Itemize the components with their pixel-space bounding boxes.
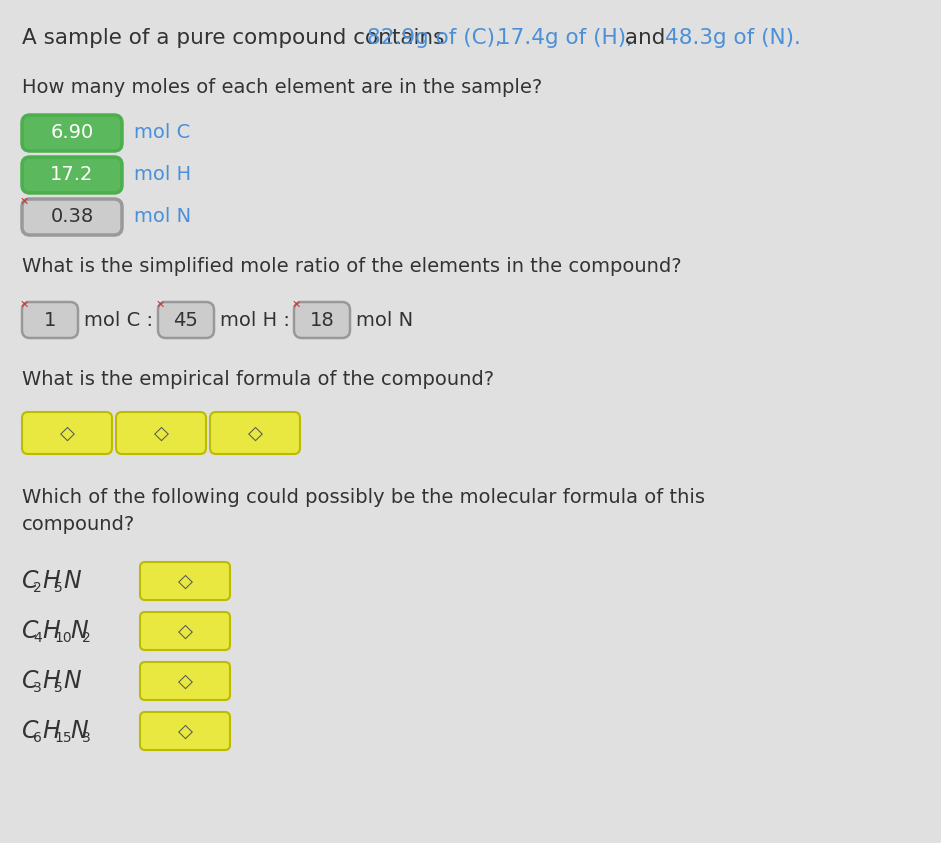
Text: 3: 3 (33, 681, 41, 695)
Text: ◇: ◇ (153, 423, 168, 443)
Text: ✕: ✕ (20, 197, 29, 207)
Text: 6.90: 6.90 (51, 124, 93, 142)
Text: mol C :: mol C : (84, 310, 159, 330)
Text: 48.3g of (N).: 48.3g of (N). (664, 28, 801, 48)
FancyBboxPatch shape (116, 412, 206, 454)
Text: C: C (22, 719, 39, 743)
FancyBboxPatch shape (22, 302, 78, 338)
Text: ◇: ◇ (247, 423, 263, 443)
Text: 5: 5 (54, 681, 63, 695)
FancyBboxPatch shape (210, 412, 300, 454)
FancyBboxPatch shape (140, 712, 230, 750)
Text: ◇: ◇ (178, 621, 193, 641)
Text: ✕: ✕ (20, 300, 29, 310)
Text: H: H (42, 619, 59, 643)
Text: mol N: mol N (356, 310, 413, 330)
FancyBboxPatch shape (140, 662, 230, 700)
Text: 17.4g of (H),: 17.4g of (H), (497, 28, 633, 48)
FancyBboxPatch shape (158, 302, 214, 338)
Text: H: H (42, 669, 59, 693)
Text: C: C (22, 569, 39, 593)
Text: What is the empirical formula of the compound?: What is the empirical formula of the com… (22, 370, 494, 389)
Text: and: and (618, 28, 673, 48)
FancyBboxPatch shape (22, 199, 122, 235)
Text: 15: 15 (54, 731, 72, 745)
Text: A sample of a pure compound contains: A sample of a pure compound contains (22, 28, 452, 48)
Text: ◇: ◇ (178, 672, 193, 690)
Text: N: N (70, 619, 88, 643)
Text: 82.9g of (C),: 82.9g of (C), (367, 28, 502, 48)
FancyBboxPatch shape (22, 157, 122, 193)
Text: mol H :: mol H : (220, 310, 296, 330)
Text: N: N (63, 669, 81, 693)
Text: C: C (22, 619, 39, 643)
Text: ◇: ◇ (178, 572, 193, 590)
FancyBboxPatch shape (140, 562, 230, 600)
Text: What is the simplified mole ratio of the elements in the compound?: What is the simplified mole ratio of the… (22, 257, 681, 276)
Text: 4: 4 (33, 631, 41, 645)
FancyBboxPatch shape (140, 612, 230, 650)
Text: 0.38: 0.38 (51, 207, 93, 227)
Text: 45: 45 (173, 310, 199, 330)
Text: 18: 18 (310, 310, 334, 330)
Text: Which of the following could possibly be the molecular formula of this: Which of the following could possibly be… (22, 488, 705, 507)
Text: N: N (70, 719, 88, 743)
Text: 5: 5 (54, 581, 63, 595)
Text: compound?: compound? (22, 515, 136, 534)
Text: 2: 2 (33, 581, 41, 595)
FancyBboxPatch shape (22, 115, 122, 151)
FancyBboxPatch shape (22, 412, 112, 454)
Text: mol N: mol N (134, 207, 191, 227)
Text: 3: 3 (82, 731, 90, 745)
Text: 2: 2 (82, 631, 90, 645)
Text: H: H (42, 569, 59, 593)
Text: H: H (42, 719, 59, 743)
Text: 10: 10 (54, 631, 72, 645)
Text: 17.2: 17.2 (50, 165, 94, 185)
Text: 1: 1 (44, 310, 56, 330)
Text: C: C (22, 669, 39, 693)
Text: mol C: mol C (134, 124, 190, 142)
Text: mol H: mol H (134, 165, 191, 185)
Text: 6: 6 (33, 731, 42, 745)
Text: ◇: ◇ (178, 722, 193, 740)
FancyBboxPatch shape (294, 302, 350, 338)
Text: How many moles of each element are in the sample?: How many moles of each element are in th… (22, 78, 542, 97)
Text: N: N (63, 569, 81, 593)
Text: ✕: ✕ (156, 300, 166, 310)
Text: ◇: ◇ (59, 423, 74, 443)
Text: ✕: ✕ (292, 300, 301, 310)
